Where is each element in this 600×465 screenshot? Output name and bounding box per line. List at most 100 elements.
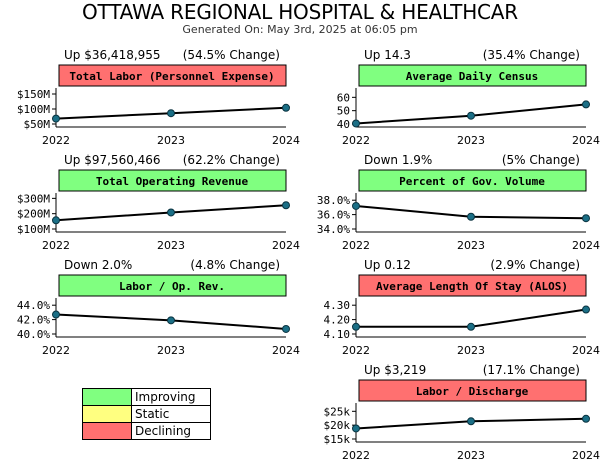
x-tick-label-labor-discharge: 2022 [342,449,370,462]
summary-change-total-labor-personnel-expense: Up $36,418,955 [64,48,161,62]
x-tick-label-total-labor-personnel-expense: 2022 [42,134,70,147]
summary-change-labor-discharge: Up $3,219 [364,363,426,377]
summary-change-average-length-of-stay-alos: Up 0.12 [364,258,411,272]
x-tick-label-total-labor-personnel-expense: 2023 [157,134,185,147]
summary-percent-percent-of-gov-volume: (5% Change) [502,153,580,167]
x-tick-label-labor-op-rev: 2022 [42,344,70,357]
summary-percent-total-operating-revenue: (62.2% Change) [183,153,280,167]
chart-average-length-of-stay-alos: Up 0.12 (2.9% Change) Average Length Of St… [324,258,600,357]
data-point-average-daily-census [352,119,360,128]
y-tick-label-total-labor-personnel-expense: $50M [24,118,51,131]
summary-percent-average-daily-census: (35.4% Change) [483,48,580,62]
y-tick-label-labor-discharge: $15k [324,433,351,446]
chart-title-box-percent-of-gov-volume [358,169,587,192]
y-tick-label-average-length-of-stay-alos: 4.20 [324,314,351,327]
chart-title-labor-discharge: Labor / Discharge [416,385,529,398]
y-tick-label-percent-of-gov-volume: 36.0% [317,209,350,222]
summary-change-labor-op-rev: Down 2.0% [64,258,132,272]
chart-average-daily-census: Up 14.3 (35.4% Change) Average Daily Censu… [337,48,600,147]
generated-timestamp: Generated On: May 3rd, 2025 at 06:05 pm [182,23,418,36]
chart-title-total-operating-revenue: Total Operating Revenue [96,175,249,188]
y-tick-label-average-length-of-stay-alos: 4.30 [324,299,351,312]
x-tick-label-total-operating-revenue: 2022 [42,239,70,252]
chart-title-average-daily-census: Average Daily Census [406,70,538,83]
x-tick-label-total-labor-personnel-expense: 2024 [272,134,300,147]
chart-title-total-labor-personnel-expense: Total Labor (Personnel Expense) [69,70,274,83]
chart-title-box-average-daily-census [358,64,587,87]
y-tick-label-percent-of-gov-volume: 34.0% [317,223,350,236]
legend-swatch-improving [82,388,132,406]
y-tick-label-average-daily-census: 60 [337,91,350,104]
chart-title-box-labor-discharge [358,379,587,402]
x-tick-label-average-length-of-stay-alos: 2023 [457,344,485,357]
x-tick-label-labor-discharge: 2023 [457,449,485,462]
chart-title-box-average-length-of-stay-alos [358,274,587,297]
y-tick-label-labor-op-rev: 42.0% [17,314,50,327]
x-tick-label-average-daily-census: 2023 [457,134,485,147]
y-tick-label-labor-op-rev: 44.0% [17,299,50,312]
summary-change-percent-of-gov-volume: Down 1.9% [364,153,432,167]
data-point-labor-op-rev [282,324,290,333]
y-tick-label-labor-discharge: $25k [324,405,351,418]
chart-title-box-total-labor-personnel-expense [58,64,287,87]
summary-change-total-operating-revenue: Up $97,560,466 [64,153,161,167]
y-tick-label-labor-op-rev: 40.0% [17,328,50,341]
data-point-average-daily-census [467,111,475,120]
summary-percent-labor-discharge: (17.1% Change) [483,363,580,377]
summary-percent-labor-op-rev: (4.8% Change) [190,258,280,272]
y-tick-label-total-operating-revenue: $200M [17,208,50,221]
y-tick-label-percent-of-gov-volume: 38.0% [317,194,350,207]
legend-row-declining: Declining [82,422,211,440]
legend-label-static: Static [131,405,211,423]
chart-labor-op-rev: Down 2.0% (4.8% Change) Labor / Op. Rev. 40… [17,258,300,357]
status-legend: Improving Static Declining [82,388,211,440]
data-point-average-length-of-stay-alos [352,322,360,331]
y-tick-label-average-daily-census: 40 [337,118,350,131]
x-tick-label-percent-of-gov-volume: 2022 [342,239,370,252]
x-tick-label-total-operating-revenue: 2024 [272,239,300,252]
legend-row-improving: Improving [82,388,211,406]
report-title: OTTAWA REGIONAL HOSPITAL & HEALTHCAR [82,0,518,24]
data-point-labor-discharge [352,424,360,433]
chart-title-box-total-operating-revenue [58,169,287,192]
chart-title-percent-of-gov-volume: Percent of Gov. Volume [399,175,545,188]
summary-percent-average-length-of-stay-alos: (2.9% Change) [490,258,580,272]
data-point-average-length-of-stay-alos [467,322,475,331]
x-tick-label-labor-discharge: 2024 [572,449,600,462]
chart-percent-of-gov-volume: Down 1.9% (5% Change) Percent of Gov. Volu… [317,153,600,252]
data-point-percent-of-gov-volume [352,201,360,210]
data-point-labor-discharge [467,417,475,426]
chart-title-average-length-of-stay-alos: Average Length Of Stay (ALOS) [376,280,568,293]
data-point-total-operating-revenue [282,201,290,210]
legend-swatch-static [82,405,132,423]
x-tick-label-percent-of-gov-volume: 2024 [572,239,600,252]
data-point-total-operating-revenue [167,208,175,217]
y-tick-label-average-length-of-stay-alos: 4.10 [324,328,351,341]
data-point-labor-op-rev [52,310,60,319]
chart-title-box-labor-op-rev [58,274,287,297]
data-point-total-labor-personnel-expense [52,114,60,123]
y-tick-label-total-labor-personnel-expense: $150M [17,88,50,101]
chart-labor-discharge: Up $3,219 (17.1% Change) Labor / Discharge… [324,363,600,462]
y-tick-label-total-operating-revenue: $100M [17,223,50,236]
summary-change-average-daily-census: Up 14.3 [364,48,411,62]
x-tick-label-percent-of-gov-volume: 2023 [457,239,485,252]
legend-row-static: Static [82,405,211,423]
data-point-total-labor-personnel-expense [167,109,175,118]
x-tick-label-average-daily-census: 2022 [342,134,370,147]
data-point-percent-of-gov-volume [582,214,590,223]
x-tick-label-labor-op-rev: 2023 [157,344,185,357]
data-point-average-length-of-stay-alos [582,305,590,314]
data-point-total-operating-revenue [52,216,60,225]
y-tick-label-total-operating-revenue: $300M [17,192,50,205]
summary-percent-total-labor-personnel-expense: (54.5% Change) [183,48,280,62]
legend-label-declining: Declining [131,422,211,440]
data-point-labor-op-rev [167,316,175,325]
y-tick-label-total-labor-personnel-expense: $100M [17,103,50,116]
data-point-total-labor-personnel-expense [282,103,290,112]
legend-label-improving: Improving [131,388,211,406]
data-point-labor-discharge [582,414,590,423]
x-tick-label-average-length-of-stay-alos: 2022 [342,344,370,357]
x-tick-label-average-length-of-stay-alos: 2024 [572,344,600,357]
legend-swatch-declining [82,422,132,440]
